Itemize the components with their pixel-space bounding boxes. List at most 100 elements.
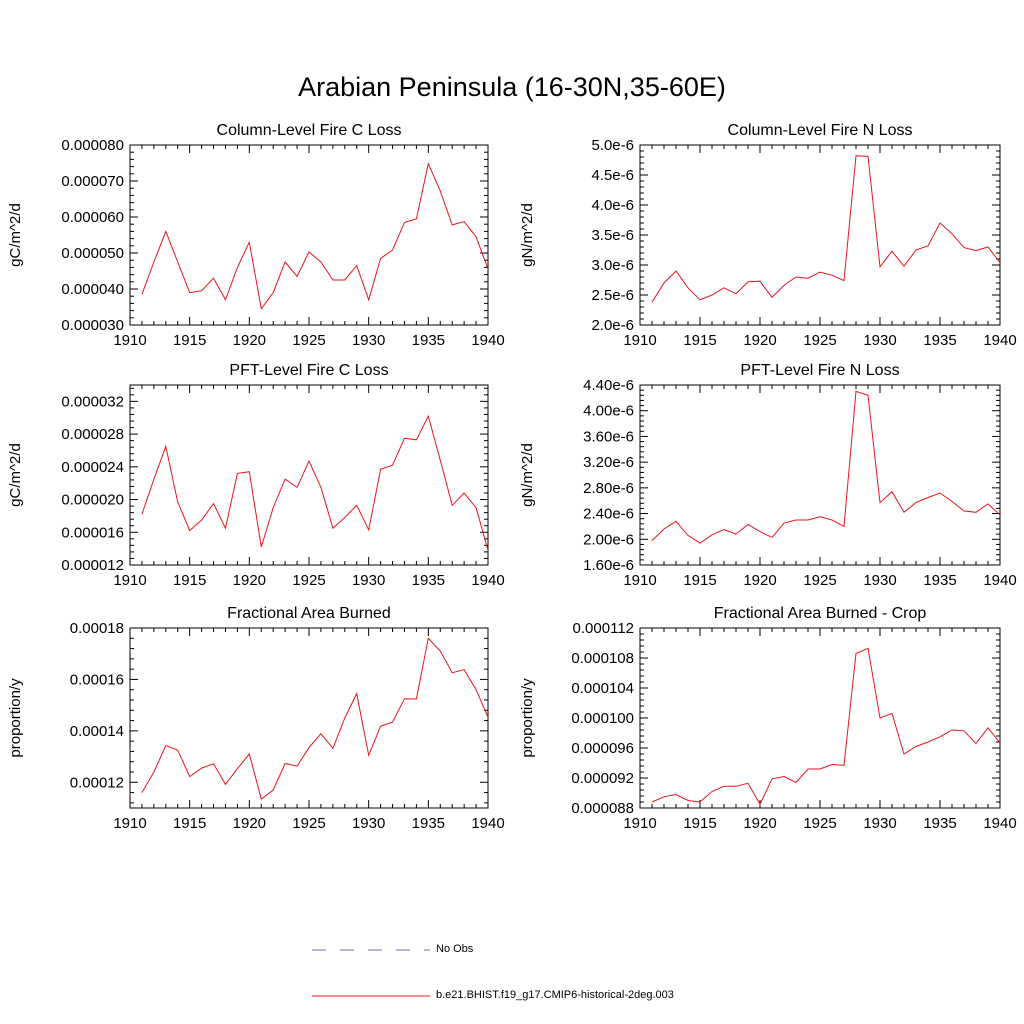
- plot-frame: [129, 627, 489, 809]
- y-tick-label: 0.000028: [61, 426, 124, 443]
- y-axis-label: gN/m^2/d: [519, 203, 536, 267]
- x-tick-label: 1940: [471, 572, 504, 589]
- chart-title: Column-Level Fire C Loss: [217, 122, 402, 139]
- x-tick-label: 1915: [683, 815, 716, 832]
- chart-title: PFT-Level Fire C Loss: [229, 362, 388, 379]
- x-tick-label: 1940: [983, 572, 1016, 589]
- y-tick-label: 0.000024: [61, 459, 124, 476]
- chart-4: 1910 1915 1920 1925 1930 1935 1940 1.60e-6 2.00e…: [519, 362, 1017, 589]
- y-tick-label: 0.000040: [61, 281, 124, 298]
- y-axis-label: proportion/y: [519, 678, 536, 758]
- y-tick-label: 3.20e-6: [583, 454, 634, 471]
- x-tick-label: 1920: [743, 815, 776, 832]
- x-tick-label: 1910: [113, 815, 146, 832]
- chart-6: 1910 1915 1920 1925 1930 1935 1940 0.000088 0.00…: [519, 605, 1017, 832]
- x-tick-label: 1935: [923, 572, 956, 589]
- y-tick-label: 2.5e-6: [591, 287, 634, 304]
- y-tick-label: 0.000080: [61, 137, 124, 154]
- y-tick-label: 3.60e-6: [583, 428, 634, 445]
- x-tick-label: 1940: [471, 332, 504, 349]
- x-tick-label: 1910: [623, 332, 656, 349]
- x-tick-label: 1935: [412, 572, 445, 589]
- x-tick-label: 1940: [983, 332, 1016, 349]
- y-tick-label: 0.00018: [70, 620, 124, 637]
- x-tick-label: 1915: [683, 572, 716, 589]
- series-line: [141, 637, 489, 800]
- y-tick-label: 0.000088: [571, 800, 634, 817]
- y-tick-label: 3.5e-6: [591, 227, 634, 244]
- x-tick-label: 1920: [233, 332, 266, 349]
- y-tick-label: 0.000070: [61, 173, 124, 190]
- x-tick-label: 1935: [412, 332, 445, 349]
- x-tick-label: 1910: [113, 572, 146, 589]
- x-tick-label: 1920: [743, 572, 776, 589]
- y-tick-label: 0.000108: [571, 650, 634, 667]
- y-tick-label: 2.80e-6: [583, 480, 634, 497]
- chart-3: 1910 1915 1920 1925 1930 1935 1940 0.000012 0.00…: [7, 362, 505, 589]
- series-line: [651, 390, 1001, 544]
- y-tick-label: 0.00014: [70, 723, 124, 740]
- y-tick-label: 2.0e-6: [591, 317, 634, 334]
- plot-frame: [639, 384, 1001, 566]
- y-tick-label: 2.40e-6: [583, 506, 634, 523]
- plot-frame: [129, 144, 489, 326]
- x-tick-label: 1930: [352, 572, 385, 589]
- y-tick-label: 0.000100: [571, 710, 634, 727]
- y-tick-label: 0.000020: [61, 492, 124, 509]
- x-tick-label: 1915: [173, 572, 206, 589]
- x-tick-label: 1925: [803, 572, 836, 589]
- x-tick-label: 1930: [863, 332, 896, 349]
- y-tick-label: 0.000104: [571, 680, 634, 697]
- y-tick-label: 0.00016: [70, 671, 124, 688]
- y-tick-label: 3.0e-6: [591, 257, 634, 274]
- series-line: [651, 155, 1001, 303]
- plot-frame: [129, 384, 489, 566]
- plot-frame: [639, 627, 1001, 809]
- x-tick-label: 1940: [983, 815, 1016, 832]
- y-tick-label: 0.000012: [61, 557, 124, 574]
- series-line: [141, 162, 489, 311]
- chart-5: 1910 1915 1920 1925 1930 1935 1940 0.00012 0.000…: [7, 605, 505, 832]
- y-tick-label: 0.000112: [573, 620, 634, 637]
- x-tick-label: 1940: [471, 815, 504, 832]
- x-tick-label: 1915: [173, 332, 206, 349]
- x-tick-label: 1925: [803, 815, 836, 832]
- x-tick-label: 1920: [233, 572, 266, 589]
- y-tick-label: 4.00e-6: [583, 403, 634, 420]
- y-tick-label: 2.00e-6: [583, 531, 634, 548]
- y-tick-label: 4.0e-6: [591, 197, 634, 214]
- y-tick-label: 4.40e-6: [583, 377, 634, 394]
- y-tick-label: 4.5e-6: [591, 167, 634, 184]
- x-tick-label: 1920: [233, 815, 266, 832]
- x-tick-label: 1935: [923, 332, 956, 349]
- y-tick-label: 0.000016: [61, 524, 124, 541]
- plot-frame: [639, 144, 1001, 326]
- x-tick-label: 1910: [623, 572, 656, 589]
- y-axis-label: gN/m^2/d: [519, 443, 536, 507]
- chart-2: 1910 1915 1920 1925 1930 1935 1940 2.0e-6 2.5e-6…: [519, 122, 1017, 349]
- series-line: [651, 647, 1001, 806]
- x-tick-label: 1930: [863, 815, 896, 832]
- x-tick-label: 1925: [292, 332, 325, 349]
- x-tick-label: 1925: [292, 572, 325, 589]
- x-tick-label: 1915: [173, 815, 206, 832]
- x-tick-label: 1935: [923, 815, 956, 832]
- x-tick-label: 1930: [863, 572, 896, 589]
- chart-title: Column-Level Fire N Loss: [728, 122, 913, 139]
- chart-title: PFT-Level Fire N Loss: [740, 362, 899, 379]
- figure-title: Arabian Peninsula (16-30N,35-60E): [298, 72, 726, 102]
- x-tick-label: 1920: [743, 332, 776, 349]
- y-tick-label: 0.000050: [61, 245, 124, 262]
- y-axis-label: proportion/y: [7, 678, 24, 758]
- y-tick-label: 0.000032: [61, 393, 124, 410]
- y-axis-label: gC/m^2/d: [7, 203, 24, 267]
- y-tick-label: 0.000060: [61, 209, 124, 226]
- x-tick-label: 1910: [113, 332, 146, 349]
- chart-1: 1910 1915 1920 1925 1930 1935 1940 0.000030 0.00…: [7, 122, 505, 349]
- x-tick-label: 1910: [623, 815, 656, 832]
- x-tick-label: 1925: [803, 332, 836, 349]
- series-line: [141, 414, 489, 551]
- x-tick-label: 1930: [352, 332, 385, 349]
